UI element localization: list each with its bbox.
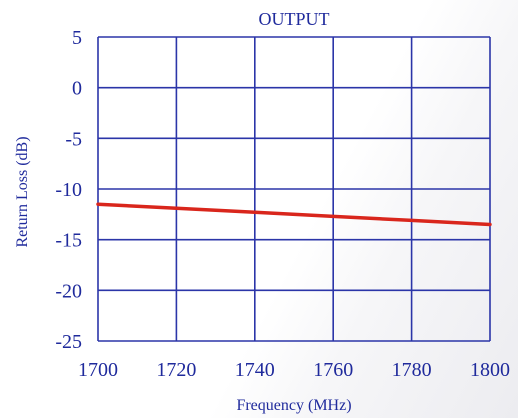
x-tick-labels: 1700 1720 1740 1760 1780 1800 — [78, 359, 510, 381]
y-tick-label-2: -5 — [65, 128, 82, 150]
series-layer — [96, 202, 492, 227]
x-tick-label-3: 1760 — [313, 359, 353, 381]
y-tick-label-1: 0 — [72, 78, 82, 100]
x-tick-label-1: 1720 — [156, 359, 196, 381]
y-tick-labels: 5 0 -5 -10 -15 -20 -25 — [55, 27, 82, 353]
series-line-0 — [96, 202, 492, 227]
chart-title: OUTPUT — [259, 9, 330, 29]
x-tick-label-0: 1700 — [78, 359, 118, 381]
y-tick-label-0: 5 — [72, 27, 82, 49]
y-tick-label-6: -25 — [55, 331, 82, 353]
y-tick-label-5: -20 — [55, 280, 82, 302]
grid — [97, 36, 491, 342]
y-axis-title: Return Loss (dB) — [14, 136, 31, 247]
x-tick-label-2: 1740 — [235, 359, 275, 381]
x-tick-label-4: 1780 — [392, 359, 432, 381]
y-tick-label-3: -10 — [55, 179, 82, 201]
y-tick-label-4: -15 — [55, 230, 82, 252]
x-axis-title: Frequency (MHz) — [236, 397, 351, 414]
x-tick-label-5: 1800 — [470, 359, 510, 381]
